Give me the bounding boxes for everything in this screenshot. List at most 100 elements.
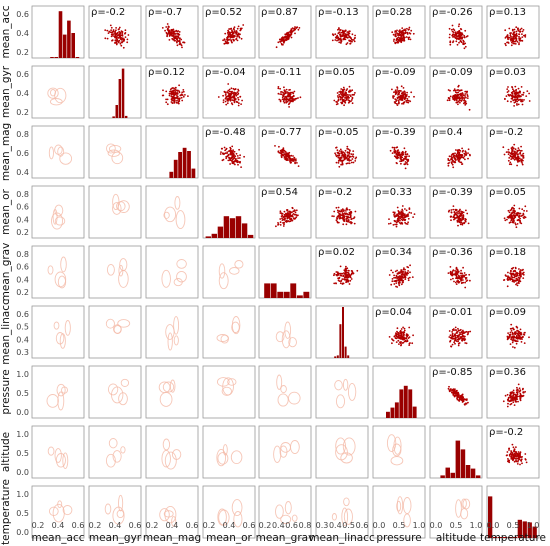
scatter-point [391, 31, 394, 34]
scatter-point [349, 275, 351, 278]
panel-altitude-pressure [372, 425, 426, 479]
scatter-point [393, 146, 396, 149]
hist-bar-altitude [445, 467, 450, 478]
scatter-point [232, 96, 235, 99]
density-contour [56, 383, 66, 397]
scatter-point [243, 155, 246, 158]
scatter-point [297, 97, 299, 99]
scatter-point [165, 26, 168, 28]
scatter-point [408, 26, 411, 29]
scatter-point [522, 271, 525, 274]
scatter-point [519, 393, 522, 396]
scatter-point [507, 276, 509, 279]
scatter-point [336, 217, 339, 220]
scatter-point [398, 102, 400, 104]
scatter-point [297, 165, 300, 168]
scatter-point [519, 399, 522, 402]
scatter-point [121, 31, 124, 33]
density-contour [59, 152, 73, 165]
correlation-label: ρ=0.12 [148, 67, 185, 78]
scatter-point [514, 99, 517, 102]
scatter-point [240, 27, 243, 30]
scatter-point [523, 342, 526, 344]
scatter-point [347, 276, 350, 279]
density-contour [217, 508, 227, 526]
hist-bar-mean_mag [178, 152, 182, 178]
scatter-point [453, 156, 456, 159]
scatter-point [115, 35, 118, 38]
scatter-point [393, 335, 396, 338]
x-tick-label: 0.4 [329, 521, 342, 530]
scatter-point [350, 38, 353, 41]
scatter-point [460, 219, 463, 222]
scatter-point [512, 88, 514, 91]
scatter-point [281, 212, 284, 215]
scatter-point [453, 99, 456, 102]
scatter-point [228, 93, 231, 95]
scatter-point [521, 163, 524, 166]
scatter-point [338, 95, 341, 98]
scatter-point [459, 37, 462, 39]
correlation-label: ρ=-0.11 [261, 67, 302, 78]
scatter-point [518, 215, 521, 218]
scatter-point [277, 92, 280, 95]
scatter-point [333, 99, 336, 102]
scatter-point [341, 94, 344, 96]
scatter-point [115, 27, 117, 29]
scatter-point [237, 104, 240, 107]
scatter-point [457, 212, 459, 215]
scatter-point [286, 35, 289, 38]
scatter-point [279, 212, 282, 214]
scatter-point [465, 330, 468, 333]
scatter-point [347, 162, 349, 165]
y-axis-label: mean_acc [0, 5, 12, 58]
scatter-point [462, 156, 465, 159]
scatter-point [229, 37, 232, 39]
scatter-point [450, 391, 453, 394]
scatter-point [353, 40, 356, 43]
scatter-point [393, 274, 395, 277]
scatter-point [455, 99, 458, 102]
scatter-point [172, 102, 174, 104]
scatter-point [514, 331, 516, 334]
scatter-point [460, 89, 463, 92]
scatter-point [454, 391, 456, 393]
scatter-point [399, 160, 401, 163]
scatter-point [507, 41, 509, 44]
density-contour [57, 146, 65, 157]
density-contour [52, 208, 58, 225]
scatter-point [401, 99, 404, 101]
scatter-point [454, 37, 457, 39]
density-contour [342, 437, 356, 456]
scatter-point [124, 36, 127, 38]
scatter-point [287, 220, 290, 222]
scatter-point [394, 223, 396, 226]
scatter-point [510, 330, 513, 332]
density-contour [54, 448, 62, 463]
scatter-point [278, 145, 280, 148]
density-contour [158, 381, 171, 394]
scatter-point [464, 158, 466, 161]
scatter-point [228, 28, 231, 30]
hist-bar-mean_grav [283, 291, 290, 298]
scatter-point [451, 24, 454, 27]
scatter-point [225, 103, 228, 106]
x-tick-label: 0.5 [342, 521, 355, 530]
density-contour [217, 452, 229, 465]
scatter-point [180, 43, 182, 46]
scatter-point [459, 337, 461, 340]
hist-bar-mean_mag [169, 171, 174, 178]
scatter-point [282, 36, 285, 39]
scatter-point [449, 43, 452, 46]
scatter-point [286, 98, 289, 101]
scatter-point [170, 91, 173, 94]
scatter-point [342, 213, 345, 215]
scatter-point [513, 204, 516, 207]
scatter-point [400, 41, 403, 44]
scatter-point [513, 449, 516, 451]
scatter-point [347, 219, 350, 221]
scatter-point [398, 284, 401, 287]
scatter-point [521, 208, 524, 211]
scatter-point [518, 280, 520, 283]
scatter-point [345, 219, 348, 222]
